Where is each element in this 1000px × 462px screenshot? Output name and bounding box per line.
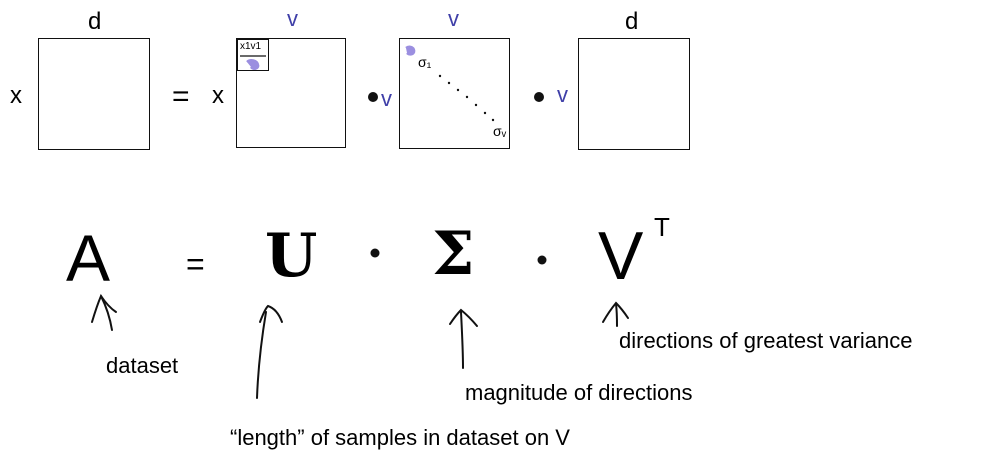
dot-operator-1 (368, 92, 378, 102)
label-d-right: d (625, 8, 639, 35)
arrow-to-sigma (449, 308, 478, 369)
equation-dot-1 (370, 248, 380, 258)
sigma-v-label: σᵥ (493, 123, 507, 139)
arrow-to-v (602, 301, 629, 327)
arrow-to-a (91, 293, 117, 331)
equation-dot-2 (537, 255, 547, 265)
equation-a: A (66, 221, 111, 295)
equation-equals: = (186, 246, 205, 282)
arrow-to-u (256, 304, 283, 399)
matrix-sigma-box (399, 38, 510, 149)
u-annotation: “length” of samples in dataset on V (230, 425, 570, 450)
sigma-diagonal-dots (438, 74, 495, 122)
matrix-a-box (38, 38, 150, 150)
dot-operator-2 (534, 92, 544, 102)
equation-u: U (265, 221, 318, 291)
label-v-u: v (287, 6, 298, 31)
equation-transpose: T (654, 212, 670, 242)
v-annotation: directions of greatest variance (619, 328, 913, 353)
sigma-1-label: σ₁ (418, 54, 432, 70)
u-inset-highlight (246, 59, 260, 70)
label-v-sigma: v (448, 6, 459, 31)
dataset-annotation: dataset (106, 353, 179, 378)
equals-sign-top: = (172, 80, 190, 113)
equation-v: V (598, 218, 644, 294)
label-v-before-sigma: v (381, 86, 392, 111)
sigma-highlight (405, 45, 416, 56)
matrix-vt-box (578, 38, 690, 150)
label-v-before-vt: v (557, 82, 568, 107)
label-x-u: x (212, 82, 224, 109)
u-inset-label: x1v1 (240, 41, 262, 52)
sigma-annotation: magnitude of directions (465, 380, 693, 405)
equation-sigma: Σ (432, 219, 475, 289)
label-x-left: x (10, 82, 22, 109)
label-d-left: d (88, 8, 102, 35)
